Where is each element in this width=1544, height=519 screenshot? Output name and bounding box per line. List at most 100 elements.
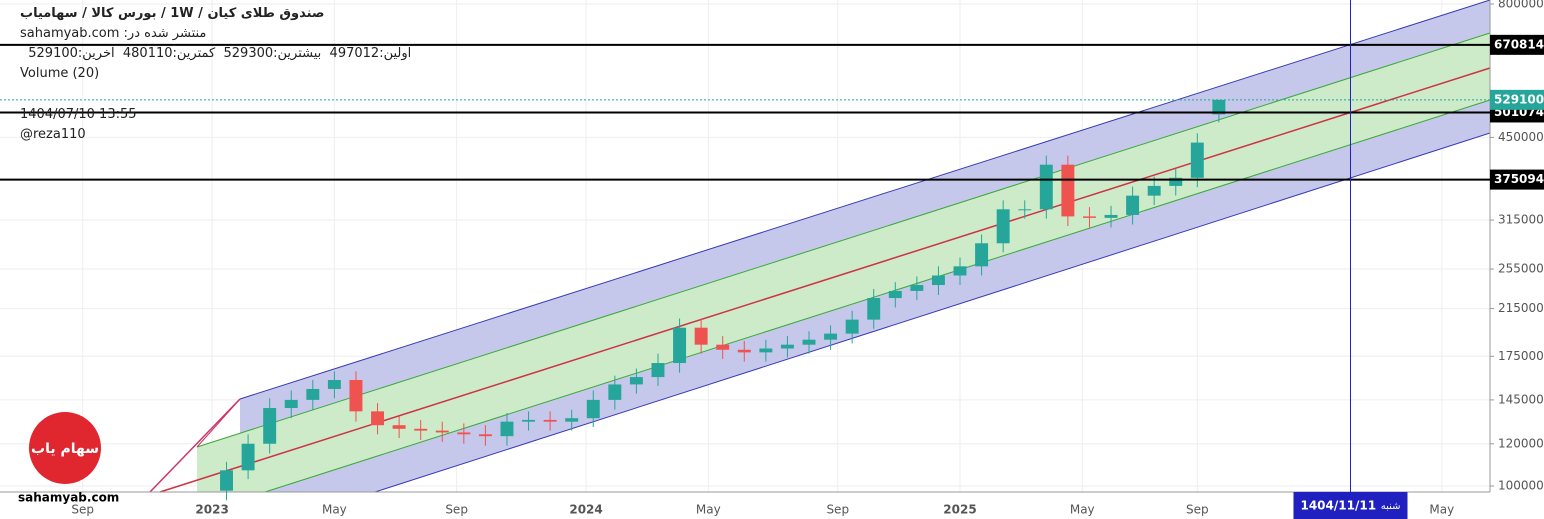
channel-top	[239, 0, 1491, 400]
candle-body	[1147, 185, 1161, 196]
y-tick-label: 255000	[1498, 262, 1544, 276]
price-label-box	[1490, 89, 1544, 110]
x-tick-label: May	[1429, 503, 1454, 517]
candle-body	[651, 363, 665, 378]
candle-body	[1126, 195, 1140, 215]
candle-body	[867, 298, 881, 320]
candle-body	[1018, 209, 1032, 211]
candle-body	[263, 408, 277, 444]
crosshair-label-box	[1293, 492, 1408, 519]
x-tick-label: Sep	[826, 503, 849, 517]
candle-body	[845, 319, 859, 334]
candle-body	[306, 388, 320, 400]
candle-body	[996, 209, 1010, 244]
ohlc-legend: اولین:497012 بیشترین:529300 کمترین:48011…	[20, 46, 411, 61]
candle-body	[522, 419, 536, 422]
y-tick-label: 215000	[1498, 301, 1544, 315]
candle-body	[241, 443, 255, 471]
ohlc-value: 529300	[223, 46, 274, 61]
logo	[29, 412, 101, 484]
x-tick-label: 2024	[569, 503, 602, 517]
timestamp: 1404/07/10 13:55	[20, 107, 137, 122]
watermark: sahamyab.com	[18, 491, 119, 505]
candle-body	[327, 379, 341, 389]
x-tick-label: 2025	[943, 503, 976, 517]
candle-body	[500, 421, 514, 437]
ohlc-value: 497012	[329, 46, 380, 61]
candle-body	[543, 419, 557, 422]
candle-body	[629, 377, 643, 385]
candle-body	[1082, 216, 1096, 218]
x-tick-label: May	[322, 503, 347, 517]
candle-body	[953, 266, 967, 276]
price-label: 529100	[1494, 92, 1544, 106]
candle-body	[1104, 214, 1118, 218]
y-tick-label: 120000	[1498, 436, 1544, 450]
candle-body	[802, 339, 816, 345]
candle-body	[608, 384, 622, 400]
y-tick-label: 100000	[1498, 479, 1544, 493]
ohlc-label: بیشترین:	[273, 46, 322, 61]
price-label-box	[1490, 169, 1544, 190]
channel-upper	[196, 32, 1491, 448]
candle-body	[931, 275, 945, 286]
candle-body	[673, 327, 687, 364]
candle-body	[1212, 99, 1226, 115]
channel-bottom	[374, 132, 1491, 493]
candle-body	[694, 327, 708, 345]
candle-body	[414, 428, 428, 431]
y-tick-label: 145000	[1498, 392, 1544, 406]
ohlc-label: آخرین:	[77, 46, 115, 61]
candle-body	[457, 432, 471, 435]
y-tick-label: 800000	[1498, 0, 1544, 11]
author: @reza110	[20, 127, 86, 142]
candle-body	[586, 399, 600, 419]
candle-body	[478, 434, 492, 437]
candle-body	[1039, 164, 1053, 210]
price-label-box	[1490, 34, 1544, 55]
candle-body	[371, 411, 385, 426]
candle-body	[910, 285, 924, 291]
title: صندوق طلای کیان / 1W / بورس کالا / سهامی…	[20, 6, 325, 21]
y-tick-label: 450000	[1498, 130, 1544, 144]
candle-body	[1169, 177, 1183, 186]
candle-body	[565, 418, 579, 422]
x-tick-label: Sep	[1186, 503, 1209, 517]
y-tick-label: 315000	[1498, 213, 1544, 227]
x-tick-label: May	[1070, 503, 1095, 517]
channel-inner-fill	[197, 33, 1490, 492]
logo-text: سهام یاب	[31, 441, 99, 457]
x-tick-label: Sep	[445, 503, 468, 517]
x-tick-label: May	[696, 503, 721, 517]
ohlc-value: 529100	[28, 46, 78, 61]
channel-start	[196, 398, 241, 448]
candle-body	[780, 344, 794, 349]
volume-label: Volume (20)	[20, 66, 100, 81]
candle-body	[1061, 164, 1075, 217]
price-label: 670814	[1494, 37, 1544, 51]
candle-body	[1190, 142, 1204, 178]
channel-mid	[159, 67, 1491, 493]
candle-body	[435, 430, 449, 433]
candle-body	[888, 290, 902, 299]
x-tick-label: Sep	[71, 503, 94, 517]
candle-body	[716, 344, 730, 350]
crosshair-date: 1404/11/11	[1300, 499, 1376, 513]
candle-body	[220, 470, 233, 491]
channel-lower	[264, 99, 1491, 493]
subtitle: منتشر شده در: sahamyab.com	[20, 26, 207, 41]
candle-body	[824, 333, 838, 340]
ohlc-label: کمترین:	[172, 46, 216, 61]
candle-body	[392, 425, 406, 429]
channel-start	[149, 398, 241, 493]
candle-body	[975, 243, 989, 267]
candle-body	[737, 349, 751, 353]
x-tick-label: 2023	[195, 503, 228, 517]
crosshair-day: شنبه	[1381, 501, 1401, 512]
candle-body	[759, 348, 773, 353]
candle-body	[284, 399, 298, 409]
price-label: 375094	[1494, 172, 1544, 186]
y-tick-label: 175000	[1498, 349, 1544, 363]
